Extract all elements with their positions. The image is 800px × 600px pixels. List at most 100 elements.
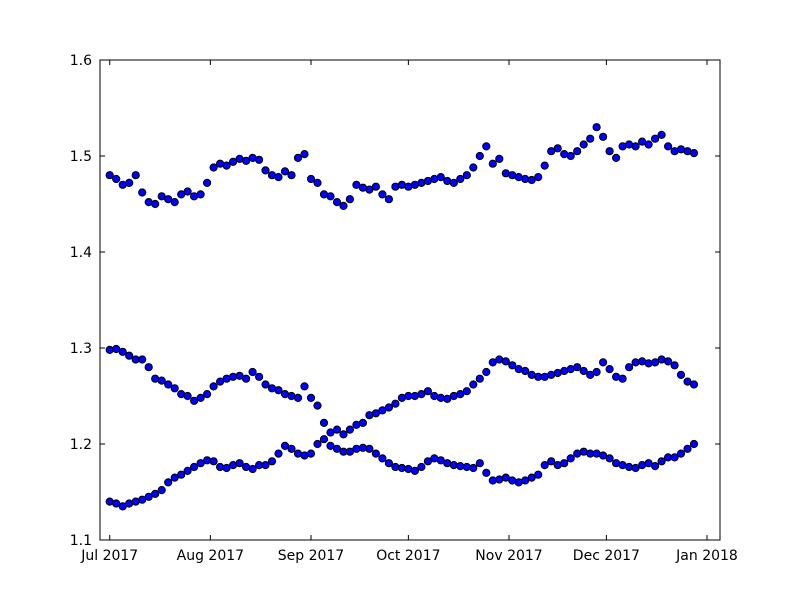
data-points: [105, 123, 699, 511]
data-point-s3: [625, 462, 634, 472]
data-point-s3: [469, 463, 478, 473]
data-point-s1: [280, 167, 290, 176]
data-point-s2: [521, 366, 530, 376]
data-point-s1: [229, 157, 238, 166]
data-point-s2: [462, 387, 471, 396]
data-point-s2: [371, 409, 380, 418]
data-point-s3: [462, 462, 471, 472]
data-point-s3: [683, 444, 692, 453]
data-point-s1: [300, 150, 309, 159]
data-point-s2: [157, 376, 166, 385]
data-point-s3: [391, 462, 400, 472]
data-point-s3: [651, 462, 660, 471]
data-point-s1: [527, 175, 536, 185]
data-point-s2: [618, 374, 627, 383]
data-point-s2: [592, 367, 601, 377]
data-point-s3: [670, 453, 679, 462]
data-point-s3: [410, 466, 419, 475]
x-tick-label: Sep 2017: [278, 548, 344, 564]
data-point-s2: [664, 357, 673, 366]
data-point-s2: [313, 401, 322, 410]
data-point-s1: [112, 174, 121, 184]
data-point-s1: [657, 130, 666, 139]
data-point-s2: [443, 394, 452, 403]
data-point-s3: [482, 468, 491, 477]
axis-tick-labels: Jul 2017 Aug 2017 Sep 2017 Oct 2017 Nov 2017…: [70, 53, 738, 564]
data-point-s2: [683, 377, 692, 386]
data-point-s1: [151, 199, 160, 209]
data-point-s2: [345, 425, 354, 434]
x-tick-label: Jan 2018: [675, 548, 738, 564]
data-point-s2: [118, 347, 127, 356]
data-point-s3: [267, 457, 277, 466]
data-point-s2: [625, 363, 634, 372]
data-point-s2: [599, 358, 608, 367]
axis-ticks: [100, 59, 720, 541]
data-point-s1: [339, 201, 348, 210]
data-point-s3: [475, 459, 484, 468]
data-point-s1: [469, 163, 478, 172]
data-point-s3: [190, 462, 199, 472]
data-point-s2: [248, 367, 257, 377]
data-point-s1: [293, 153, 303, 162]
data-point-s3: [118, 502, 127, 511]
data-point-s3: [306, 449, 316, 458]
data-point-s1: [242, 156, 251, 165]
data-point-s1: [313, 178, 322, 187]
y-tick-label: 1.2: [70, 437, 92, 453]
data-point-s2: [332, 425, 342, 434]
data-point-s1: [638, 137, 647, 146]
data-point-s1: [436, 173, 445, 182]
data-point-s1: [456, 174, 465, 184]
data-point-s1: [157, 192, 166, 201]
data-point-s3: [657, 457, 666, 466]
data-point-s2: [190, 396, 199, 405]
data-point-s1: [482, 142, 491, 151]
data-point-s3: [313, 439, 322, 449]
x-tick-label: Aug 2017: [177, 548, 244, 564]
data-point-s2: [306, 393, 316, 402]
data-point-s3: [365, 444, 374, 453]
data-point-s3: [378, 454, 387, 463]
data-point-s1: [203, 178, 212, 187]
data-point-s1: [222, 161, 231, 170]
data-point-s3: [676, 449, 686, 458]
plot-frame: [99, 59, 721, 541]
data-point-s1: [689, 149, 699, 158]
data-point-s3: [216, 462, 225, 472]
data-point-s2: [488, 358, 497, 367]
data-point-s3: [274, 449, 283, 458]
data-point-s1: [631, 142, 640, 151]
data-point-s3: [371, 449, 380, 458]
data-point-s3: [203, 456, 212, 465]
data-point-s1: [553, 144, 562, 153]
data-point-s3: [521, 476, 530, 485]
data-point-s2: [417, 390, 426, 399]
data-point-s3: [261, 461, 270, 470]
data-point-s3: [527, 473, 536, 482]
data-point-s1: [488, 159, 497, 168]
data-point-s3: [280, 441, 290, 450]
data-point-s2: [378, 406, 387, 415]
data-point-s2: [579, 366, 588, 376]
data-point-s1: [138, 188, 147, 197]
data-point-s1: [605, 147, 614, 156]
data-point-s3: [183, 466, 192, 475]
data-point-s1: [384, 195, 393, 204]
data-point-s2: [229, 372, 238, 381]
data-point-s1: [586, 134, 595, 143]
data-point-s1: [131, 171, 140, 180]
data-point-s3: [560, 459, 569, 468]
data-point-s3: [358, 443, 367, 452]
data-point-s3: [222, 463, 231, 473]
data-point-s2: [508, 361, 517, 370]
data-point-s1: [261, 166, 270, 175]
data-point-s2: [196, 393, 205, 402]
data-point-s2: [573, 363, 582, 372]
data-point-s2: [242, 374, 251, 383]
data-point-s2: [164, 380, 173, 389]
data-point-s1: [352, 180, 361, 189]
data-point-s1: [547, 147, 556, 156]
data-point-s1: [196, 190, 205, 199]
